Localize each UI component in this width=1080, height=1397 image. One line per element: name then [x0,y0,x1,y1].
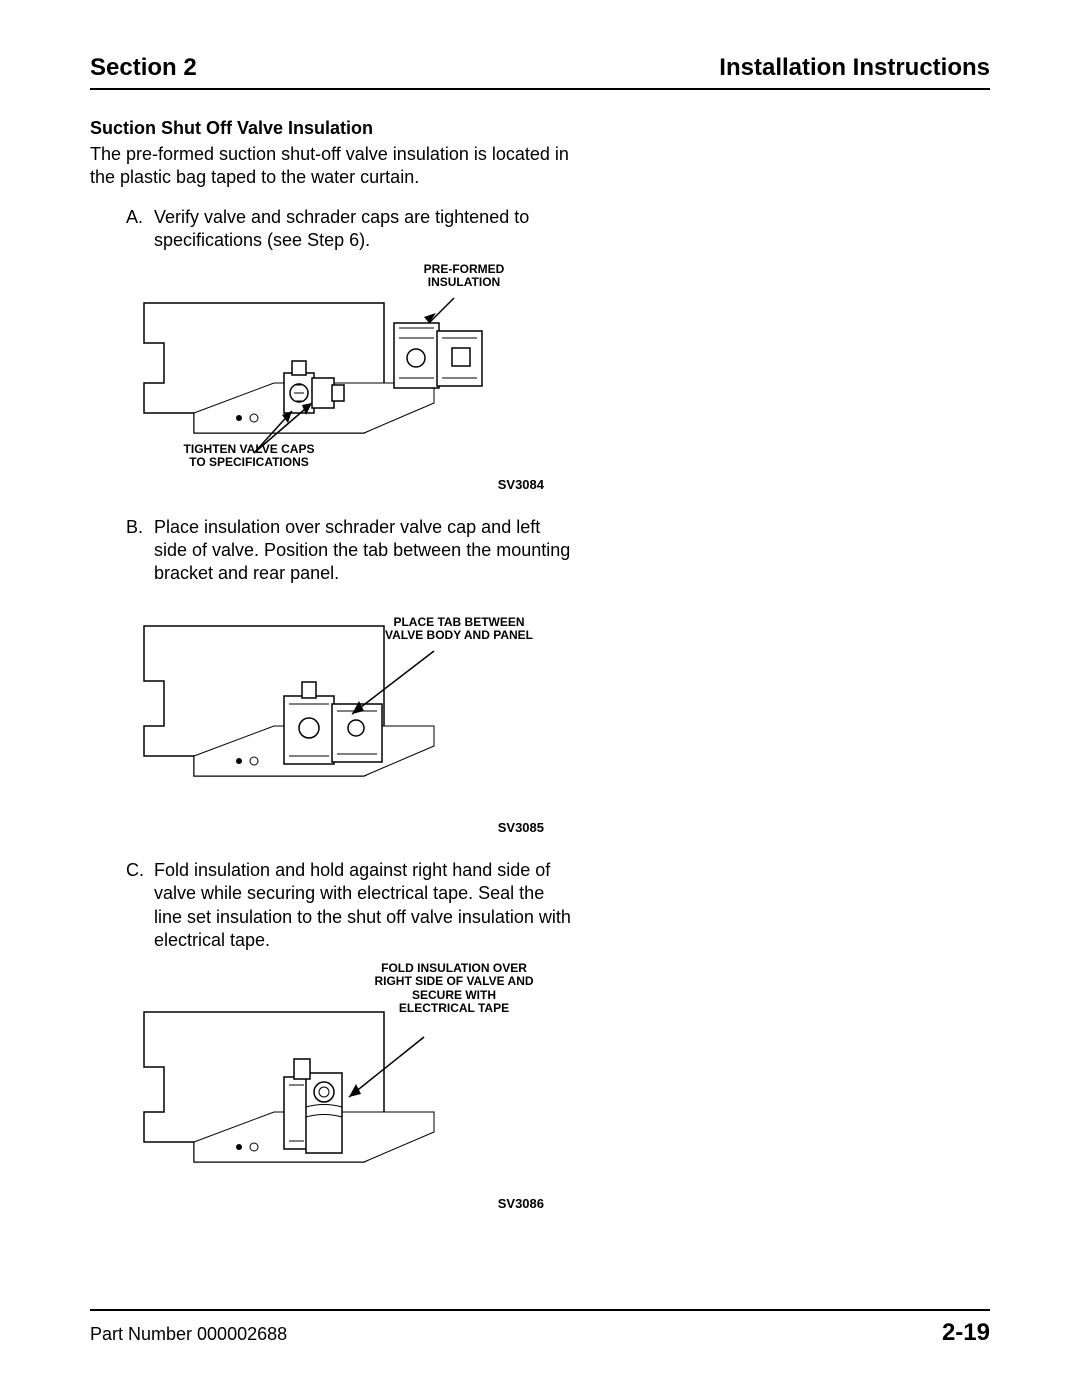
figure-label-top: FOLD INSULATION OVERRIGHT SIDE OF VALVE … [359,962,549,1015]
figure-caption: SV3085 [134,820,554,835]
figure-sv3086: FOLD INSULATION OVERRIGHT SIDE OF VALVE … [134,962,554,1211]
diagram-sv3084 [134,263,554,473]
step-letter: B. [126,516,154,586]
step-letter: A. [126,206,154,253]
figure-sv3084: PRE-FORMEDINSULATION [134,263,554,492]
figure-caption: SV3086 [134,1196,554,1211]
page-header: Section 2 Installation Instructions [90,54,990,90]
subheading: Suction Shut Off Valve Insulation [90,118,576,139]
intro-text: The pre-formed suction shut-off valve in… [90,143,576,190]
step-b: B. Place insulation over schrader valve … [126,516,576,586]
part-number: Part Number 000002688 [90,1324,287,1345]
content-column: Suction Shut Off Valve Insulation The pr… [90,118,576,1211]
section-label: Section 2 [90,54,197,82]
figure-label-bottom: TIGHTEN VALVE CAPSTO SPECIFICATIONS [164,443,334,469]
step-a: A. Verify valve and schrader caps are ti… [126,206,576,253]
page: Section 2 Installation Instructions Suct… [0,0,1080,1397]
step-text: Fold insulation and hold against right h… [154,859,576,953]
figure-label-top: PRE-FORMEDINSULATION [404,263,524,289]
page-number: 2-19 [942,1319,990,1347]
figure-sv3085: PLACE TAB BETWEENVALVE BODY AND PANEL [134,596,554,835]
step-letter: C. [126,859,154,953]
figure-label-top: PLACE TAB BETWEENVALVE BODY AND PANEL [374,616,544,642]
page-footer: Part Number 000002688 2-19 [90,1309,990,1347]
step-c: C. Fold insulation and hold against righ… [126,859,576,953]
step-text: Place insulation over schrader valve cap… [154,516,576,586]
step-text: Verify valve and schrader caps are tight… [154,206,576,253]
footer-row: Part Number 000002688 2-19 [90,1309,990,1347]
page-title: Installation Instructions [719,54,990,82]
figure-caption: SV3084 [134,477,554,492]
